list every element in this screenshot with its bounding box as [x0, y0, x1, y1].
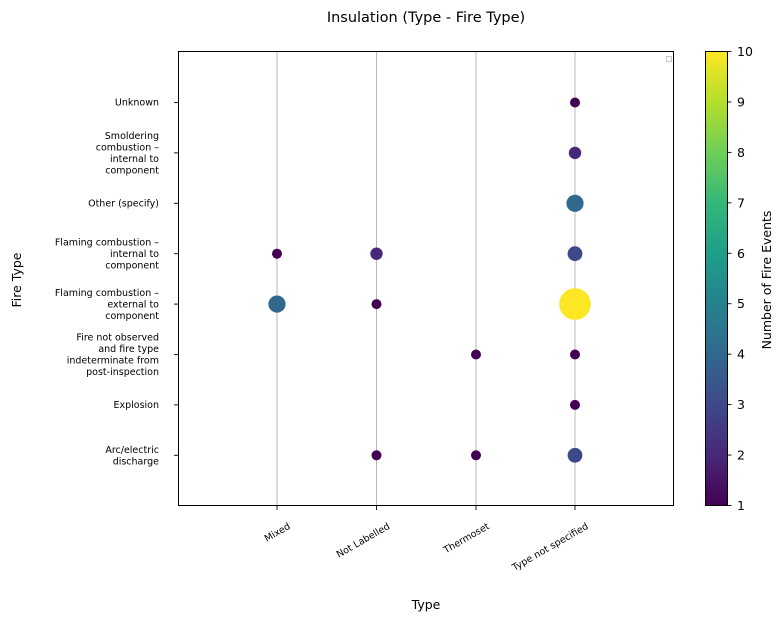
- y-tick-label: Smoldering combustion – internal to compone…: [96, 131, 160, 177]
- colorbar-tick-label: 6: [737, 246, 745, 261]
- y-tick-label: Flaming combustion – external to component: [55, 288, 159, 322]
- plot-area-frame: [178, 51, 674, 506]
- y-tick-label: Fire not observed and fire type indetermin…: [67, 332, 159, 378]
- x-axis-label: Type: [411, 597, 441, 612]
- y-tick-label: Unknown: [115, 98, 159, 109]
- colorbar-tick-label: 9: [737, 94, 745, 109]
- colorbar-tick-label: 3: [737, 397, 745, 412]
- scatter-point: [371, 299, 382, 310]
- colorbar: [705, 51, 728, 506]
- scatter-point: [567, 447, 583, 463]
- y-tick-label: Other (specify): [88, 199, 159, 210]
- colorbar-tick-label: 10: [737, 44, 753, 59]
- y-axis-label: Fire Type: [9, 252, 24, 307]
- scatter-points: [268, 97, 591, 463]
- colorbar-tick-label: 4: [737, 347, 745, 362]
- scatter-point: [272, 248, 282, 259]
- y-tick-label: Arc/electric discharge: [105, 445, 159, 468]
- colorbar-tick-label: 8: [737, 145, 745, 160]
- colorbar-tick-label: 7: [737, 195, 745, 210]
- y-tick-label: Explosion: [113, 400, 159, 411]
- colorbar-ticks: 1 2 3 4 5 6 7 8 9 10: [727, 44, 753, 513]
- x-tick-label: Mixed: [263, 521, 293, 545]
- x-axis-ticks: Mixed Not Labelled Thermoset Type not speci…: [263, 506, 591, 574]
- y-axis-ticks: Arc/electric discharge Explosion Fire not o…: [55, 98, 178, 468]
- y-tick-label: Flaming combustion – internal to component: [55, 237, 159, 271]
- scatter-point: [471, 349, 481, 360]
- scatter-point: [471, 450, 481, 461]
- colorbar-tick-label: 5: [737, 296, 745, 311]
- scatter-point: [570, 349, 580, 360]
- x-tick-label: Thermoset: [441, 521, 492, 557]
- scatter-point: [570, 97, 580, 108]
- colorbar-tick-label: 2: [737, 448, 745, 463]
- scatter-point: [559, 288, 591, 320]
- scatter-point: [371, 450, 382, 461]
- grid-lines: [276, 51, 576, 506]
- chart-title: Insulation (Type - Fire Type): [327, 10, 525, 26]
- colorbar-label: Number of Fire Events: [759, 211, 774, 350]
- scatter-point: [268, 295, 286, 313]
- scatter-point: [370, 247, 383, 260]
- legend-box: [666, 56, 672, 62]
- x-tick-label: Not Labelled: [335, 521, 392, 560]
- scatter-point: [568, 146, 582, 160]
- colorbar-tick-label: 1: [737, 498, 745, 513]
- scatter-point: [567, 246, 583, 262]
- scatter-point: [570, 399, 580, 410]
- x-tick-label: Type not specified: [510, 521, 591, 574]
- scatter-point: [566, 194, 584, 212]
